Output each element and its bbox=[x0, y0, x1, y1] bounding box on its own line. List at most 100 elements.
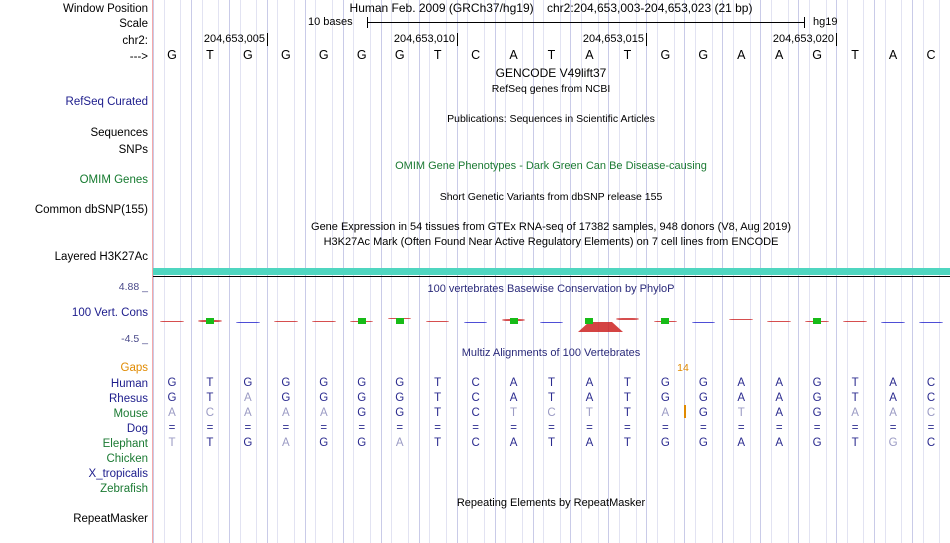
repeatmasker-title[interactable]: Repeating Elements by RepeatMasker bbox=[456, 497, 646, 509]
alignment-row[interactable] bbox=[153, 482, 950, 497]
phylop-conservation-plot[interactable] bbox=[153, 292, 950, 347]
alignment-base: A bbox=[585, 377, 594, 389]
reference-base: A bbox=[888, 48, 898, 62]
alignment-base: A bbox=[281, 437, 290, 449]
label-snps[interactable]: SNPs bbox=[118, 144, 148, 156]
coordinate-tick-mark bbox=[457, 33, 458, 46]
gtex-title[interactable]: Gene Expression in 54 tissues from GTEx … bbox=[311, 221, 791, 233]
label-sequences[interactable]: Sequences bbox=[90, 127, 148, 139]
conservation-bar bbox=[274, 320, 298, 323]
alignment-base: G bbox=[698, 437, 708, 449]
label-strand-arrow[interactable]: ---> bbox=[129, 51, 148, 63]
refseq-ncbi-title[interactable]: RefSeq genes from NCBI bbox=[491, 83, 611, 95]
alignment-base: G bbox=[660, 437, 670, 449]
label-window-position[interactable]: Window Position bbox=[62, 3, 148, 15]
alignment-base: T bbox=[623, 392, 631, 404]
label-species-xtropicalis[interactable]: X_tropicalis bbox=[88, 468, 148, 480]
omim-title[interactable]: OMIM Gene Phenotypes - Dark Green Can Be… bbox=[395, 160, 707, 172]
alignment-row[interactable] bbox=[153, 467, 950, 482]
coordinate-tick-mark bbox=[836, 33, 837, 46]
label-chrom[interactable]: chr2: bbox=[122, 35, 148, 47]
alignment-base: G bbox=[698, 407, 708, 419]
alignment-base: = bbox=[282, 422, 290, 434]
alignment-base: G bbox=[698, 377, 708, 389]
label-100-vert-cons[interactable]: 100 Vert. Cons bbox=[71, 307, 148, 319]
dbsnp-title[interactable]: Short Genetic Variants from dbSNP releas… bbox=[439, 191, 663, 203]
alignment-base: A bbox=[889, 377, 897, 389]
gencode-title[interactable]: GENCODE V49lift37 bbox=[495, 66, 607, 80]
alignment-base: A bbox=[319, 407, 328, 419]
alignment-base: A bbox=[509, 437, 518, 449]
alignment-base: T bbox=[623, 407, 631, 419]
alignment-base: A bbox=[244, 407, 252, 419]
label-gaps[interactable]: Gaps bbox=[120, 362, 149, 374]
reference-base: C bbox=[471, 48, 481, 62]
alignment-base: A bbox=[737, 377, 746, 389]
left-boundary-line bbox=[152, 0, 153, 543]
conservation-green-tick bbox=[585, 318, 594, 324]
alignment-base: A bbox=[585, 437, 594, 449]
label-species-rhesus[interactable]: Rhesus bbox=[109, 393, 148, 405]
track-label-column: Window Position Scale chr2: ---> RefSeq … bbox=[0, 0, 152, 543]
position-text[interactable]: chr2:204,653,003-204,653,023 (21 bp) bbox=[546, 1, 753, 15]
reference-base: G bbox=[243, 48, 253, 62]
conservation-bar bbox=[577, 311, 624, 332]
conservation-green-tick bbox=[205, 318, 214, 324]
reference-base: A bbox=[509, 48, 518, 62]
label-layered-h3k27ac[interactable]: Layered H3K27Ac bbox=[54, 251, 148, 263]
alignment-base: G bbox=[357, 437, 367, 449]
multiz-title[interactable]: Multiz Alignments of 100 Vertebrates bbox=[461, 347, 641, 359]
h3k27ac-title[interactable]: H3K27Ac Mark (Often Found Near Active Re… bbox=[323, 236, 779, 248]
alignment-base: = bbox=[358, 422, 366, 434]
alignment-base: G bbox=[319, 392, 329, 404]
label-species-dog[interactable]: Dog bbox=[126, 423, 148, 435]
alignment-base: = bbox=[737, 422, 745, 434]
alignment-base: T bbox=[510, 407, 518, 419]
reference-base: G bbox=[356, 48, 367, 62]
alignment-row[interactable]: = = = = = = = = = = = = = = = = = = = = = bbox=[153, 422, 950, 437]
label-refseq-curated[interactable]: RefSeq Curated bbox=[65, 96, 148, 108]
alignment-base: G bbox=[888, 437, 898, 449]
alignment-base: T bbox=[434, 407, 442, 419]
alignment-base: T bbox=[585, 407, 593, 419]
label-species-zebrafish[interactable]: Zebrafish bbox=[100, 483, 148, 495]
reference-base: G bbox=[280, 48, 291, 62]
reference-base: T bbox=[623, 48, 632, 62]
scale-tick-right bbox=[804, 17, 805, 28]
alignment-base: = bbox=[244, 422, 252, 434]
conservation-bar bbox=[691, 322, 716, 324]
alignment-base: G bbox=[660, 392, 670, 404]
conservation-bar bbox=[312, 321, 336, 323]
alignment-base: G bbox=[281, 377, 291, 389]
reference-base: A bbox=[775, 48, 784, 62]
gap-count-label: 14 bbox=[677, 362, 689, 374]
publications-title[interactable]: Publications: Sequences in Scientific Ar… bbox=[447, 113, 655, 125]
alignment-base: G bbox=[243, 437, 253, 449]
alignment-base: A bbox=[395, 437, 404, 449]
alignment-row[interactable] bbox=[153, 452, 950, 467]
conservation-green-tick bbox=[813, 318, 822, 324]
reference-base: G bbox=[698, 48, 709, 62]
alignment-base: T bbox=[206, 392, 214, 404]
alignment-base: = bbox=[548, 422, 555, 434]
label-scale[interactable]: Scale bbox=[119, 18, 148, 30]
label-species-elephant[interactable]: Elephant bbox=[102, 438, 148, 450]
label-common-dbsnp[interactable]: Common dbSNP(155) bbox=[34, 204, 148, 216]
alignment-base: C bbox=[205, 407, 215, 419]
label-repeatmasker[interactable]: RepeatMasker bbox=[73, 513, 148, 525]
alignment-base: G bbox=[812, 407, 822, 419]
label-omim-genes[interactable]: OMIM Genes bbox=[79, 174, 148, 186]
phylop-title[interactable]: 100 vertebrates Basewise Conservation by… bbox=[427, 283, 675, 295]
reference-base: G bbox=[394, 48, 405, 62]
label-species-chicken[interactable]: Chicken bbox=[106, 453, 148, 465]
label-species-human[interactable]: Human bbox=[110, 378, 148, 390]
label-species-mouse[interactable]: Mouse bbox=[113, 408, 148, 420]
coordinate-tick-label: 204,653,015 bbox=[582, 33, 644, 45]
alignment-base: A bbox=[889, 407, 897, 419]
alignment-base: C bbox=[926, 377, 936, 389]
